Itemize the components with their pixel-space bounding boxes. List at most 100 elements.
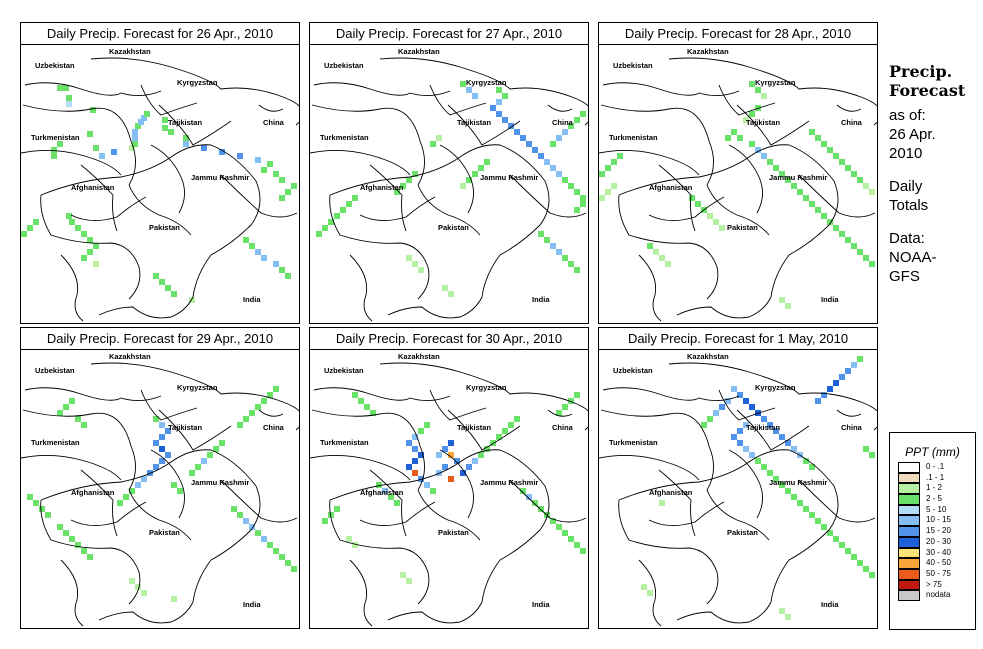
precip-cell — [845, 237, 851, 243]
precip-cell — [761, 464, 767, 470]
precip-cell — [249, 524, 255, 530]
precip-cell — [376, 482, 382, 488]
precip-cell — [51, 153, 57, 159]
precip-cell — [51, 147, 57, 153]
precip-cell — [478, 165, 484, 171]
map-label: India — [243, 295, 261, 304]
precip-cell — [809, 512, 815, 518]
precip-cell — [538, 231, 544, 237]
precip-cell — [821, 213, 827, 219]
precip-cell — [743, 398, 749, 404]
map-label: Tajikistan — [168, 423, 202, 432]
legend-row: 50 - 75 — [898, 568, 975, 580]
precip-cell — [797, 189, 803, 195]
precip-cell — [809, 464, 815, 470]
precip-cell — [27, 494, 33, 500]
precip-cell — [863, 566, 869, 572]
map-label: China — [841, 118, 863, 127]
border-line — [600, 409, 714, 491]
precip-cell — [57, 524, 63, 530]
border-line — [509, 174, 587, 218]
legend-swatch — [898, 547, 920, 559]
precip-cell — [568, 398, 574, 404]
map-label: Jammu Kashmir — [191, 173, 249, 182]
precip-cell — [827, 530, 833, 536]
precip-cell — [611, 159, 617, 165]
map-label: Jammu Kashmir — [480, 173, 538, 182]
map-label: Uzbekistan — [613, 61, 653, 70]
precip-cell — [90, 107, 96, 113]
precip-cell — [526, 494, 532, 500]
precip-cell — [424, 482, 430, 488]
sidebar-title-line1: Precip. — [889, 62, 953, 81]
precip-cell — [695, 201, 701, 207]
precip-cell — [472, 171, 478, 177]
border-line — [676, 559, 790, 624]
precip-cell — [75, 542, 81, 548]
legend-swatch — [898, 462, 920, 473]
border-line — [150, 449, 185, 519]
precip-cell — [749, 404, 755, 410]
border-line — [447, 409, 521, 451]
precip-cell — [689, 195, 695, 201]
precip-cell — [484, 159, 490, 165]
precip-cell — [562, 129, 568, 135]
precip-cell — [249, 243, 255, 249]
precip-cell — [749, 111, 755, 117]
precip-cell — [138, 119, 144, 125]
precip-cell — [665, 261, 671, 267]
precip-cell — [430, 141, 436, 147]
precip-cell — [845, 548, 851, 554]
precip-cell — [719, 404, 725, 410]
map-label: Uzbekistan — [35, 61, 75, 70]
precip-map-svg: Uzbekistan Kazakhstan Kyrgyzstan Tajikistan… — [21, 47, 299, 322]
border-line — [90, 362, 299, 431]
map-label: Jammu Kashmir — [769, 173, 827, 182]
precip-cell — [430, 488, 436, 494]
precip-cell — [520, 135, 526, 141]
precip-cell — [279, 554, 285, 560]
precip-cell — [412, 470, 418, 476]
precip-cell — [370, 410, 376, 416]
precip-cell — [743, 446, 749, 452]
panel-title: Daily Precip. Forecast for 29 Apr., 2010 — [20, 327, 300, 350]
precip-cell — [580, 195, 586, 201]
legend-row: nodata — [898, 590, 975, 601]
precip-cell — [478, 452, 484, 458]
precip-cell — [237, 153, 243, 159]
precip-cell — [833, 225, 839, 231]
legend-row: > 75 — [898, 579, 975, 591]
precip-cell — [153, 464, 159, 470]
precip-cell — [568, 261, 574, 267]
border-line — [310, 150, 411, 176]
precip-cell — [418, 452, 424, 458]
precip-cell — [153, 440, 159, 446]
precip-cell — [833, 153, 839, 159]
precip-cell — [334, 213, 340, 219]
precip-cell — [827, 147, 833, 153]
precip-cell — [550, 243, 556, 249]
precip-cell — [731, 434, 737, 440]
map-label: India — [243, 600, 261, 609]
precip-cell — [484, 446, 490, 452]
precip-cell — [442, 464, 448, 470]
precip-cell — [279, 195, 285, 201]
precip-cell — [574, 117, 580, 123]
precip-cell — [580, 548, 586, 554]
data-line1: Data: — [889, 230, 925, 247]
precip-cell — [466, 87, 472, 93]
legend-label: 30 - 40 — [926, 547, 951, 557]
map-label: Turkmenistan — [609, 133, 658, 142]
precip-cell — [316, 231, 322, 237]
precip-cell — [496, 99, 502, 105]
border-line — [329, 194, 430, 300]
precip-cell — [472, 93, 478, 99]
legend-swatch — [898, 536, 920, 548]
legend-row: 40 - 50 — [898, 558, 975, 569]
precip-cell — [791, 446, 797, 452]
map-label: Afghanistan — [360, 488, 404, 497]
precip-cell — [171, 291, 177, 297]
precip-cell — [255, 157, 261, 163]
border-line — [658, 164, 696, 232]
